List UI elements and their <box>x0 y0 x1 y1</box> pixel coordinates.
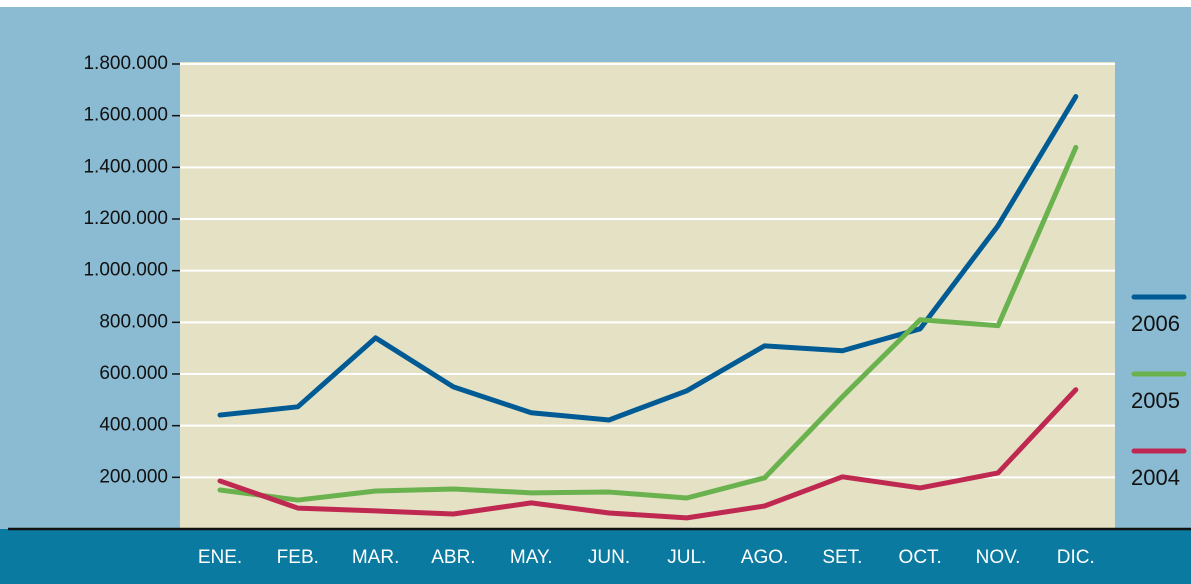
x-tick-label: FEB. <box>277 547 319 568</box>
plot-area <box>180 62 1115 529</box>
y-tick-label: 1.400.000 <box>83 156 168 177</box>
y-tick-label: 400.000 <box>99 415 168 436</box>
series-line <box>217 144 1079 503</box>
x-tick-label: JUL. <box>667 547 706 568</box>
y-tick-label: 1.600.000 <box>83 105 168 126</box>
x-tick-label: OCT. <box>899 547 942 568</box>
x-tick-label: ABR. <box>431 547 475 568</box>
y-tick-label: 600.000 <box>99 363 168 384</box>
x-tick-label: DIC. <box>1057 547 1095 568</box>
y-tick-label: 1.200.000 <box>83 208 168 229</box>
top-strip <box>0 0 1191 7</box>
x-tick-label: MAY. <box>510 547 553 568</box>
y-tick-label: 200.000 <box>99 466 168 487</box>
x-tick-label: NOV. <box>976 547 1021 568</box>
series-line <box>217 94 1079 423</box>
x-tick-label: SET. <box>822 547 862 568</box>
y-tick-label: 1.800.000 <box>83 53 168 74</box>
x-tick-label: ENE. <box>198 547 242 568</box>
x-tick-label: JUN. <box>588 547 630 568</box>
x-axis-band <box>0 529 1191 584</box>
x-tick-label: AGO. <box>741 547 789 568</box>
legend-label: 2006 <box>1131 311 1180 336</box>
x-tick-label: MAR. <box>352 547 400 568</box>
legend-label: 2005 <box>1131 388 1180 413</box>
legend-label: 2004 <box>1131 465 1180 490</box>
y-tick-label: 1.000.000 <box>83 260 168 281</box>
y-tick-label: 800.000 <box>99 311 168 332</box>
series-line <box>217 387 1079 521</box>
